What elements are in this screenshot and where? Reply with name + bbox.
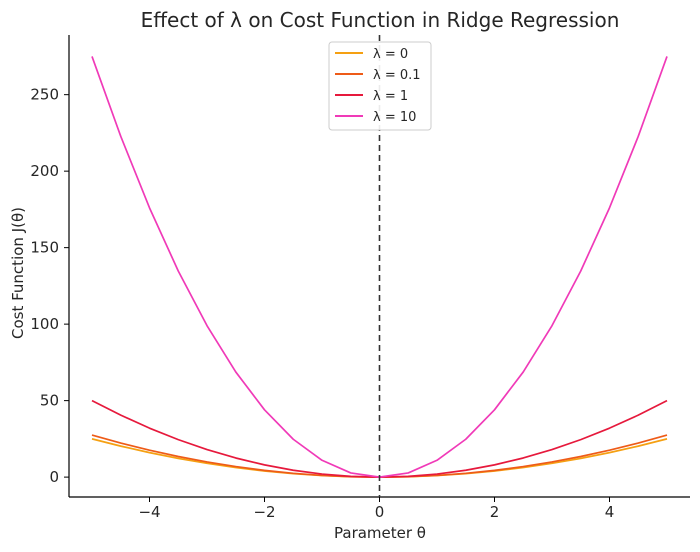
plot-area: −4 −2 0 2 4 0 50 100 150 200 250 <box>30 35 690 521</box>
legend-label-0: λ = 0 <box>373 47 408 62</box>
y-tick-label: 250 <box>30 86 59 104</box>
chart-title: Effect of λ on Cost Function in Ridge Re… <box>141 8 620 32</box>
y-tick-label: 150 <box>30 239 59 257</box>
legend-label-1: λ = 0.1 <box>373 68 421 83</box>
legend: λ = 0 λ = 0.1 λ = 1 λ = 10 <box>328 41 432 131</box>
y-axis-label: Cost Function J(θ) <box>9 207 27 339</box>
x-tick-label: 4 <box>605 503 615 521</box>
legend-label-2: λ = 1 <box>373 89 408 104</box>
y-tick-label: 50 <box>40 392 59 410</box>
legend-label-3: λ = 10 <box>373 110 416 125</box>
y-tick-label: 0 <box>49 468 59 486</box>
x-tick-label: 0 <box>375 503 385 521</box>
y-tick-label: 100 <box>30 315 59 333</box>
x-axis-label: Parameter θ <box>334 524 426 542</box>
y-tick-label: 200 <box>30 162 59 180</box>
legend-box <box>328 41 432 131</box>
x-tick-label: −2 <box>253 503 275 521</box>
axis-ticks: −4 −2 0 2 4 0 50 100 150 200 250 <box>30 86 614 521</box>
x-tick-label: −4 <box>138 503 160 521</box>
x-tick-label: 2 <box>490 503 500 521</box>
